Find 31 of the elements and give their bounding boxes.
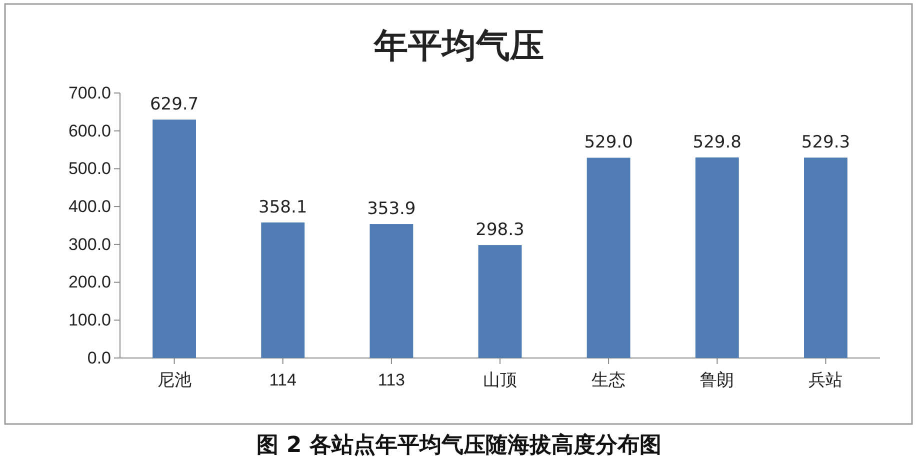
y-tick-label: 400.0 (68, 197, 111, 216)
x-tick-label: 114 (269, 370, 296, 390)
x-tick-label: 113 (378, 370, 405, 390)
data-label: 529.8 (692, 132, 742, 152)
y-tick-label: 300.0 (68, 234, 111, 254)
bar (804, 158, 848, 358)
y-tick-label: 100.0 (68, 310, 111, 330)
data-label: 629.7 (150, 94, 199, 115)
bar (261, 222, 305, 358)
bar (695, 157, 739, 358)
data-label: 353.9 (367, 199, 416, 220)
y-tick-label: 700.0 (68, 83, 111, 102)
bar (152, 120, 196, 358)
caption: 图 2 各站点年平均气压随海拔高度分布图 (256, 432, 662, 458)
y-tick-label: 200.0 (68, 272, 111, 292)
y-tick-label: 0.0 (87, 348, 111, 368)
bar (370, 224, 414, 358)
data-label: 298.3 (476, 220, 524, 240)
y-tick-label: 500.0 (68, 159, 111, 178)
x-tick-label: 山顶 (483, 370, 517, 390)
data-label: 358.1 (258, 197, 308, 218)
y-tick-label: 600.0 (68, 121, 111, 140)
data-label: 529.3 (801, 132, 850, 153)
data-label: 529.0 (584, 132, 633, 153)
x-tick-label: 生态 (592, 370, 626, 390)
x-tick-label: 鲁朗 (700, 370, 734, 390)
x-tick-label: 尼池 (157, 370, 192, 390)
bar (586, 158, 630, 358)
chart-title: 年平均气压 (373, 26, 544, 66)
x-tick-label: 兵站 (808, 370, 843, 390)
bar (478, 245, 522, 358)
